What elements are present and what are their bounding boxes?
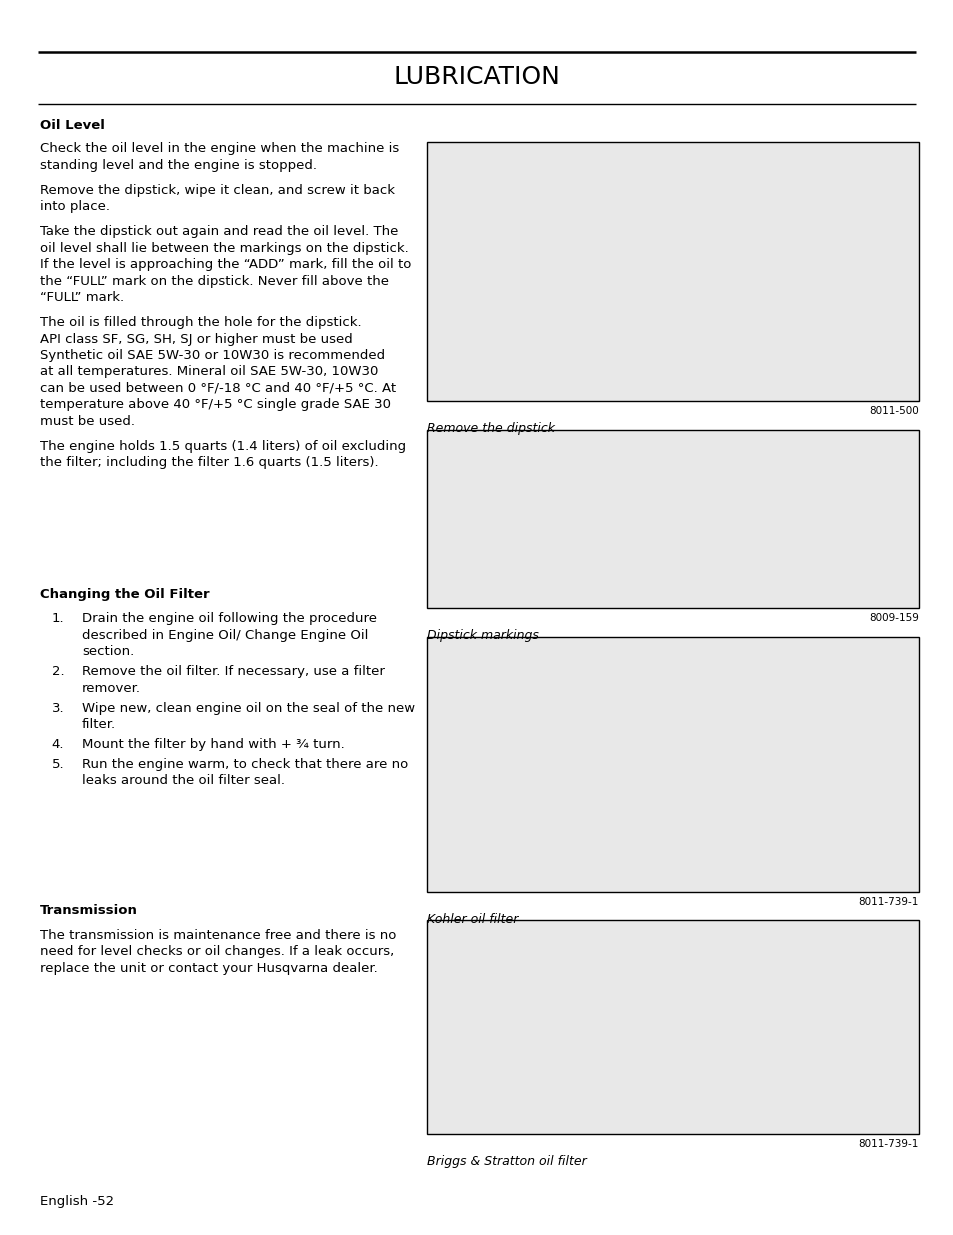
Bar (427, 637, 918, 892)
Text: 1.: 1. (51, 613, 64, 625)
Text: Changing the Oil Filter: Changing the Oil Filter (40, 588, 210, 601)
Text: If the level is approaching the “ADD” mark, fill the oil to: If the level is approaching the “ADD” ma… (40, 258, 411, 272)
Text: Transmission: Transmission (40, 904, 138, 918)
Text: Remove the oil filter. If necessary, use a filter: Remove the oil filter. If necessary, use… (82, 666, 384, 678)
Text: Kohler oil filter: Kohler oil filter (427, 913, 518, 926)
Text: LUBRICATION: LUBRICATION (394, 65, 559, 89)
Text: API class SF, SG, SH, SJ or higher must be used: API class SF, SG, SH, SJ or higher must … (40, 332, 353, 346)
Bar (427, 920, 918, 1134)
Text: replace the unit or contact your Husqvarna dealer.: replace the unit or contact your Husqvar… (40, 962, 377, 974)
Text: 8011-500: 8011-500 (868, 406, 918, 416)
Text: 8011-739-1: 8011-739-1 (858, 1139, 918, 1149)
Text: the filter; including the filter 1.6 quarts (1.5 liters).: the filter; including the filter 1.6 qua… (40, 456, 378, 469)
Text: Oil Level: Oil Level (40, 119, 105, 132)
Text: 8009-159: 8009-159 (868, 613, 918, 622)
Text: remover.: remover. (82, 682, 141, 694)
Text: described in Engine Oil/ Change Engine Oil: described in Engine Oil/ Change Engine O… (82, 629, 368, 642)
Text: into place.: into place. (40, 200, 110, 214)
Text: the “FULL” mark on the dipstick. Never fill above the: the “FULL” mark on the dipstick. Never f… (40, 274, 389, 288)
Text: Dipstick markings: Dipstick markings (427, 629, 538, 642)
Text: standing level and the engine is stopped.: standing level and the engine is stopped… (40, 159, 316, 172)
Bar (427, 142, 918, 401)
Text: Take the dipstick out again and read the oil level. The: Take the dipstick out again and read the… (40, 225, 398, 238)
Text: Check the oil level in the engine when the machine is: Check the oil level in the engine when t… (40, 142, 399, 156)
Text: Remove the dipstick: Remove the dipstick (427, 422, 555, 436)
Text: filter.: filter. (82, 718, 116, 731)
Text: 4.: 4. (51, 737, 64, 751)
Text: Drain the engine oil following the procedure: Drain the engine oil following the proce… (82, 613, 376, 625)
Text: The transmission is maintenance free and there is no: The transmission is maintenance free and… (40, 929, 396, 941)
Text: English -52: English -52 (40, 1194, 114, 1208)
Text: Remove the dipstick, wipe it clean, and screw it back: Remove the dipstick, wipe it clean, and … (40, 184, 395, 196)
Text: need for level checks or oil changes. If a leak occurs,: need for level checks or oil changes. If… (40, 945, 394, 958)
Text: 8011-739-1: 8011-739-1 (858, 897, 918, 906)
Text: Briggs & Stratton oil filter: Briggs & Stratton oil filter (427, 1155, 586, 1168)
Text: section.: section. (82, 646, 134, 658)
Text: “FULL” mark.: “FULL” mark. (40, 291, 124, 304)
Text: temperature above 40 °F/+5 °C single grade SAE 30: temperature above 40 °F/+5 °C single gra… (40, 398, 391, 411)
Text: must be used.: must be used. (40, 415, 135, 427)
Text: The oil is filled through the hole for the dipstick.: The oil is filled through the hole for t… (40, 316, 361, 330)
Text: 5.: 5. (51, 758, 64, 771)
Text: Run the engine warm, to check that there are no: Run the engine warm, to check that there… (82, 758, 408, 771)
Text: Synthetic oil SAE 5W-30 or 10W30 is recommended: Synthetic oil SAE 5W-30 or 10W30 is reco… (40, 350, 385, 362)
Text: at all temperatures. Mineral oil SAE 5W-30, 10W30: at all temperatures. Mineral oil SAE 5W-… (40, 366, 378, 378)
Text: Wipe new, clean engine oil on the seal of the new: Wipe new, clean engine oil on the seal o… (82, 701, 415, 715)
Text: leaks around the oil filter seal.: leaks around the oil filter seal. (82, 774, 285, 787)
Text: Mount the filter by hand with + ¾ turn.: Mount the filter by hand with + ¾ turn. (82, 737, 344, 751)
Text: oil level shall lie between the markings on the dipstick.: oil level shall lie between the markings… (40, 242, 409, 254)
Text: 2.: 2. (51, 666, 64, 678)
Text: 3.: 3. (51, 701, 64, 715)
Text: can be used between 0 °F/-18 °C and 40 °F/+5 °C. At: can be used between 0 °F/-18 °C and 40 °… (40, 382, 395, 395)
Bar (427, 430, 918, 608)
Text: The engine holds 1.5 quarts (1.4 liters) of oil excluding: The engine holds 1.5 quarts (1.4 liters)… (40, 440, 406, 453)
